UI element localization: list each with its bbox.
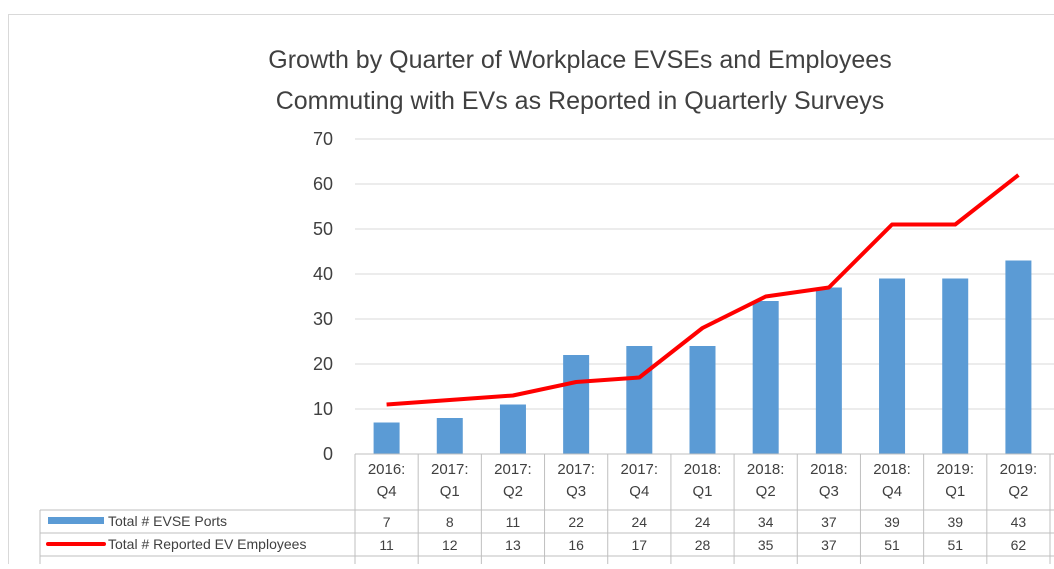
table-value: 16 [568, 537, 584, 553]
table-value: 22 [568, 514, 584, 530]
table-value: 24 [695, 514, 711, 530]
chart-title: Commuting with EVs as Reported in Quarte… [276, 87, 885, 115]
bar [374, 423, 400, 455]
y-tick-label: 70 [313, 129, 333, 149]
table-value: 7 [383, 514, 391, 530]
bar [816, 288, 842, 455]
legend-label: Total # Reported EV Employees [108, 536, 306, 552]
table-value: 43 [1011, 514, 1027, 530]
table-value: 12 [442, 537, 458, 553]
table-value: 28 [695, 537, 711, 553]
bar [563, 355, 589, 454]
bar [879, 279, 905, 455]
table-value: 39 [884, 514, 900, 530]
table-value: 37 [821, 514, 837, 530]
y-tick-label: 60 [313, 174, 333, 194]
table-value: 8 [446, 514, 454, 530]
legend-swatch [48, 517, 104, 524]
bar [753, 301, 779, 454]
table-value: 37 [821, 537, 837, 553]
table-value: 11 [379, 537, 394, 553]
table-value: 34 [758, 514, 774, 530]
bar [690, 346, 716, 454]
table-value: 35 [758, 537, 774, 553]
table-value: 51 [947, 537, 963, 553]
table-value: 62 [1011, 537, 1027, 553]
legend-label: Total # EVSE Ports [108, 513, 227, 529]
bar [942, 279, 968, 455]
y-tick-label: 20 [313, 354, 333, 374]
y-tick-label: 10 [313, 399, 333, 419]
table-value: 24 [632, 514, 648, 530]
chart-title: Growth by Quarter of Workplace EVSEs and… [268, 46, 891, 74]
bar [1005, 261, 1031, 455]
y-tick-label: 40 [313, 264, 333, 284]
table-value: 17 [632, 537, 648, 553]
bar [437, 418, 463, 454]
bar [500, 405, 526, 455]
y-tick-label: 0 [323, 444, 333, 464]
table-value: 13 [505, 537, 521, 553]
bar [626, 346, 652, 454]
table-value: 39 [947, 514, 963, 530]
y-tick-label: 30 [313, 309, 333, 329]
table-value: 11 [506, 514, 521, 530]
table-value: 51 [884, 537, 900, 553]
y-tick-label: 50 [313, 219, 333, 239]
